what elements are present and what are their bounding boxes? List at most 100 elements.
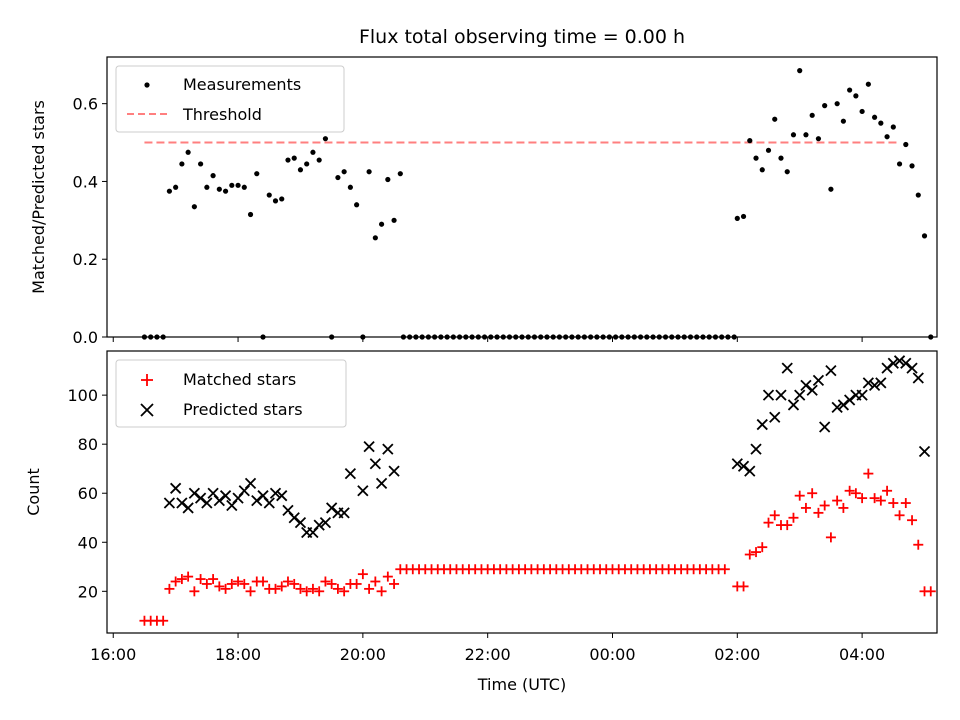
- predicted-star-point: [762, 389, 775, 401]
- measurement-point: [759, 167, 765, 173]
- measurement-point: [681, 334, 687, 340]
- matched-star-point: [195, 574, 206, 585]
- measurement-point: [247, 211, 254, 218]
- measurements-legend-marker: [144, 82, 150, 88]
- measurement-point: [625, 334, 631, 340]
- matched-star-point: [838, 502, 849, 513]
- measurement-point: [166, 188, 173, 194]
- measurement-point: [909, 163, 915, 169]
- measurement-point: [865, 81, 871, 87]
- matched-star-point: [389, 578, 400, 589]
- measurement-point: [148, 334, 154, 340]
- measurement-point: [588, 334, 594, 340]
- x-tick-label: 04:00: [839, 645, 885, 664]
- predicted-star-point: [357, 485, 369, 497]
- measurement-point: [254, 171, 260, 177]
- measurement-point: [538, 334, 544, 340]
- measurement-point: [519, 334, 525, 340]
- measurement-point: [890, 124, 896, 130]
- predicted-star-point: [731, 458, 743, 470]
- x-axis-title: Time (UTC): [477, 675, 566, 694]
- measurement-point: [310, 149, 316, 155]
- count-marks: [139, 355, 936, 626]
- predicted-star-point: [188, 487, 201, 499]
- matched-legend-marker: [141, 374, 153, 386]
- predicted-star-point: [382, 443, 394, 455]
- measurement-point: [822, 103, 828, 109]
- matched-star-point: [382, 571, 393, 582]
- measurement-point: [229, 182, 235, 188]
- x-tick-label: 02:00: [714, 645, 760, 664]
- measurement-point: [525, 334, 531, 340]
- predicted-star-point: [775, 389, 787, 401]
- measurement-point: [397, 171, 403, 177]
- measurement-point: [747, 138, 753, 144]
- predicted-star-point: [737, 460, 750, 472]
- matched-star-point: [850, 488, 861, 499]
- chart-title: Flux total observing time = 0.00 h: [359, 26, 685, 48]
- measurement-point: [765, 147, 772, 153]
- predicted-star-point: [906, 362, 918, 374]
- ratio-legend-box: [115, 65, 345, 133]
- matched-star-point: [158, 615, 169, 626]
- measurement-point: [834, 101, 840, 107]
- measurement-point: [450, 334, 456, 340]
- predicted-star-point: [794, 389, 806, 401]
- predicted-star-point: [388, 465, 400, 477]
- measurement-point: [753, 155, 759, 161]
- measurement-point: [740, 213, 747, 220]
- measurement-point: [675, 334, 681, 340]
- predicted-star-point: [170, 482, 182, 494]
- measurement-point: [316, 157, 322, 163]
- ratio-y-tick-label: 0.6: [73, 95, 98, 114]
- matched-star-point: [239, 578, 250, 589]
- matched-star-point: [869, 493, 880, 504]
- measurement-point: [391, 217, 397, 223]
- matched-star-point: [307, 583, 318, 594]
- measurement-point: [500, 334, 506, 340]
- measurement-point: [563, 334, 569, 340]
- measurement-point: [506, 334, 513, 340]
- measurement-point: [475, 334, 481, 340]
- matched-star-point: [289, 578, 300, 589]
- measurement-point: [285, 157, 291, 163]
- predicted-star-point: [288, 512, 300, 524]
- matched-star-point: [201, 578, 212, 589]
- predicted-star-point: [750, 443, 762, 455]
- predicted-star-point: [800, 379, 812, 391]
- matched-star-point: [882, 485, 893, 496]
- matched-star-point: [214, 581, 225, 592]
- predicted-star-point: [893, 355, 906, 367]
- matched-star-point: [276, 581, 287, 592]
- measurement-point: [915, 192, 921, 198]
- matched-star-point: [220, 583, 231, 594]
- matched-star-point: [357, 569, 368, 580]
- measurement-point: [378, 221, 385, 227]
- measurement-point: [272, 198, 279, 204]
- measurement-point: [216, 186, 222, 192]
- matched-star-point: [782, 520, 793, 531]
- measurement-point: [878, 120, 884, 126]
- matched-star-point: [832, 495, 843, 506]
- predicted-star-point: [375, 477, 388, 490]
- measurement-point: [903, 141, 909, 148]
- x-tick-label: 20:00: [340, 645, 386, 664]
- ratio-legend: Measurements Threshold: [115, 65, 345, 133]
- predicted-star-point: [269, 487, 282, 499]
- measurement-point: [550, 334, 556, 340]
- measurement-point: [291, 155, 297, 161]
- measurement-point: [575, 334, 581, 340]
- matched-star-point: [757, 542, 768, 553]
- measurement-point: [360, 334, 366, 340]
- predicted-star-point: [313, 519, 325, 531]
- matched-star-point: [857, 493, 868, 504]
- matched-star-point: [807, 488, 818, 499]
- predicted-star-point: [163, 497, 176, 509]
- matched-star-point: [295, 583, 306, 594]
- matched-star-point: [301, 586, 312, 597]
- predicted-star-point: [201, 497, 213, 509]
- predicted-star-point: [856, 389, 868, 401]
- count-x-ticks: 16:00 18:00 20:00 22:00 00:00 02:00 04:00: [90, 633, 885, 664]
- measurement-point: [494, 334, 500, 340]
- measurement-point: [637, 334, 644, 340]
